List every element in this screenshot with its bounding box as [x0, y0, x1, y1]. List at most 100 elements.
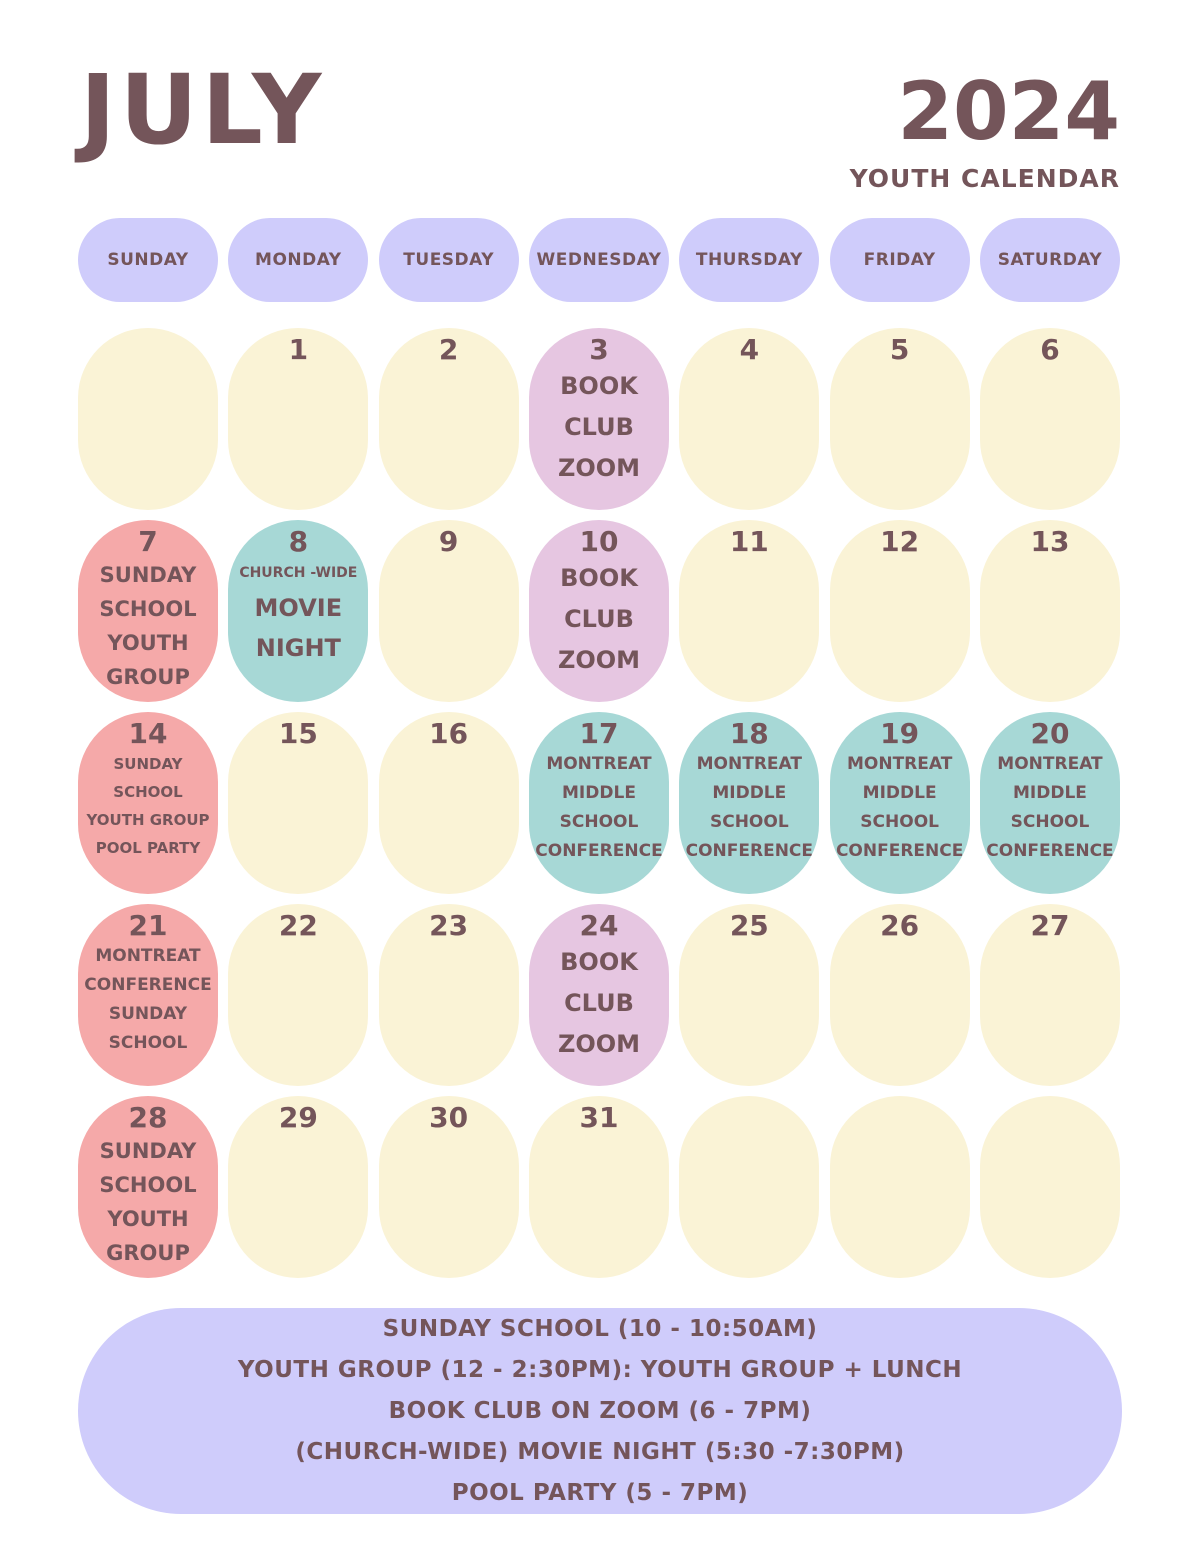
calendar-grid: 1 2 3 BOOK CLUB ZOOM 4 5 6 7 SUNDAY SCHOOL YOUTH GROU…	[78, 328, 1120, 1278]
day-number: 30	[429, 1101, 469, 1134]
day-cell: 11	[679, 520, 820, 702]
day-cell: 12	[829, 520, 970, 702]
day-cell: 16	[378, 712, 519, 894]
legend-sunday-school: SUNDAY SCHOOL (10 - 10:50AM)	[382, 1315, 818, 1342]
event-text: POOL PARTY	[95, 839, 201, 858]
event-text: CONFERENCE	[84, 975, 212, 996]
event-text: BOOK	[560, 564, 638, 593]
weekday-thursday: THURSDAY	[679, 218, 820, 302]
day-number: 13	[1030, 525, 1070, 558]
event-text: GROUP	[106, 1241, 190, 1266]
legend-book-club: BOOK CLUB ON ZOOM (6 - 7PM)	[388, 1397, 812, 1424]
event-text: SUNDAY	[108, 1004, 188, 1025]
event-text: ZOOM	[557, 454, 641, 483]
day-number: 12	[880, 525, 920, 558]
event-text: GROUP	[106, 665, 190, 690]
day-cell: 22	[228, 904, 369, 1086]
event-text: SUNDAY	[99, 563, 197, 588]
day-number: 29	[278, 1101, 318, 1134]
day-cell	[78, 328, 218, 510]
day-events: BOOK CLUB ZOOM	[529, 558, 669, 681]
day-cell: 14 SUNDAY SCHOOL YOUTH GROUP POOL PARTY	[78, 712, 218, 894]
day-number: 5	[889, 333, 910, 366]
event-text: CHURCH -WIDE	[239, 565, 358, 582]
day-cell: 6	[979, 328, 1120, 510]
day-number: 20	[1030, 717, 1070, 750]
day-number: 26	[880, 909, 920, 942]
day-number: 27	[1030, 909, 1070, 942]
event-text: CONFERENCE	[835, 841, 964, 862]
event-text: NIGHT	[255, 634, 341, 663]
day-number: 9	[438, 525, 459, 558]
day-number: 11	[729, 525, 769, 558]
event-text: CLUB	[564, 413, 634, 442]
event-text: SCHOOL	[108, 1033, 188, 1054]
day-cell: 1	[228, 328, 369, 510]
day-number: 14	[128, 717, 168, 750]
day-cell: 31	[528, 1096, 669, 1278]
day-number: 18	[729, 717, 769, 750]
day-number: 31	[579, 1101, 619, 1134]
event-text: SUNDAY	[99, 1139, 197, 1164]
day-events: MONTREAT MIDDLE SCHOOL CONFERENCE	[529, 750, 669, 866]
weekday-tuesday: TUESDAY	[378, 218, 519, 302]
event-text: MONTREAT	[997, 754, 1103, 775]
event-text: YOUTH	[107, 1207, 189, 1232]
day-cell: 21 MONTREAT CONFERENCE SUNDAY SCHOOL	[78, 904, 218, 1086]
event-text: MIDDLE	[862, 783, 937, 804]
day-number: 17	[579, 717, 619, 750]
weekday-monday: MONDAY	[228, 218, 369, 302]
weekday-wednesday: WEDNESDAY	[528, 218, 669, 302]
day-cell: 20 MONTREAT MIDDLE SCHOOL CONFERENCE	[979, 712, 1120, 894]
event-text: MONTREAT	[696, 754, 802, 775]
event-text: CLUB	[564, 605, 634, 634]
day-cell: 23	[378, 904, 519, 1086]
day-number: 16	[429, 717, 469, 750]
event-text: SCHOOL	[709, 812, 789, 833]
day-number: 1	[288, 333, 309, 366]
day-number: 8	[288, 525, 309, 558]
day-cell: 29	[228, 1096, 369, 1278]
day-cell	[979, 1096, 1120, 1278]
day-number: 23	[429, 909, 469, 942]
day-number: 28	[128, 1101, 168, 1134]
day-number: 25	[729, 909, 769, 942]
event-text: MONTREAT	[95, 946, 201, 967]
event-text: SCHOOL	[860, 812, 939, 833]
day-events: BOOK CLUB ZOOM	[529, 366, 669, 489]
day-cell: 25	[679, 904, 820, 1086]
event-text: YOUTH GROUP	[86, 811, 210, 830]
event-text: MOVIE	[254, 594, 343, 623]
day-cell: 10 BOOK CLUB ZOOM	[528, 520, 669, 702]
event-text: CLUB	[564, 989, 634, 1018]
day-cell: 30	[378, 1096, 519, 1278]
day-cell: 24 BOOK CLUB ZOOM	[528, 904, 669, 1086]
day-events: BOOK CLUB ZOOM	[529, 942, 669, 1065]
event-text: SCHOOL	[1010, 812, 1090, 833]
legend-movie-night: (CHURCH-WIDE) MOVIE NIGHT (5:30 -7:30PM)	[295, 1438, 905, 1465]
day-number: 22	[278, 909, 318, 942]
event-text: CONFERENCE	[535, 841, 663, 862]
day-cell: 5	[829, 328, 970, 510]
day-events: SUNDAY SCHOOL YOUTH GROUP POOL PARTY	[78, 750, 218, 862]
day-cell: 19 MONTREAT MIDDLE SCHOOL CONFERENCE	[829, 712, 970, 894]
day-events: MONTREAT MIDDLE SCHOOL CONFERENCE	[830, 750, 970, 866]
weekday-header-row: SUNDAY MONDAY TUESDAY WEDNESDAY THURSDAY…	[78, 218, 1120, 302]
day-cell: 3 BOOK CLUB ZOOM	[528, 328, 669, 510]
day-events: SUNDAY SCHOOL YOUTH GROUP	[78, 558, 218, 694]
day-number: 24	[579, 909, 619, 942]
event-text: SUNDAY	[113, 755, 183, 774]
day-cell: 7 SUNDAY SCHOOL YOUTH GROUP	[78, 520, 218, 702]
day-cell: 18 MONTREAT MIDDLE SCHOOL CONFERENCE	[679, 712, 820, 894]
event-text: CONFERENCE	[685, 841, 814, 862]
event-text: MIDDLE	[562, 783, 636, 804]
year-title: 2024	[897, 65, 1120, 158]
day-events: CHURCH -WIDE MOVIE NIGHT	[228, 558, 368, 668]
event-text: MIDDLE	[712, 783, 787, 804]
day-events: SUNDAY SCHOOL YOUTH GROUP	[78, 1134, 218, 1270]
day-number: 2	[438, 333, 459, 366]
day-cell: 4	[679, 328, 820, 510]
event-text: SCHOOL	[99, 597, 197, 622]
day-cell: 8 CHURCH -WIDE MOVIE NIGHT	[228, 520, 369, 702]
weekday-saturday: SATURDAY	[979, 218, 1120, 302]
